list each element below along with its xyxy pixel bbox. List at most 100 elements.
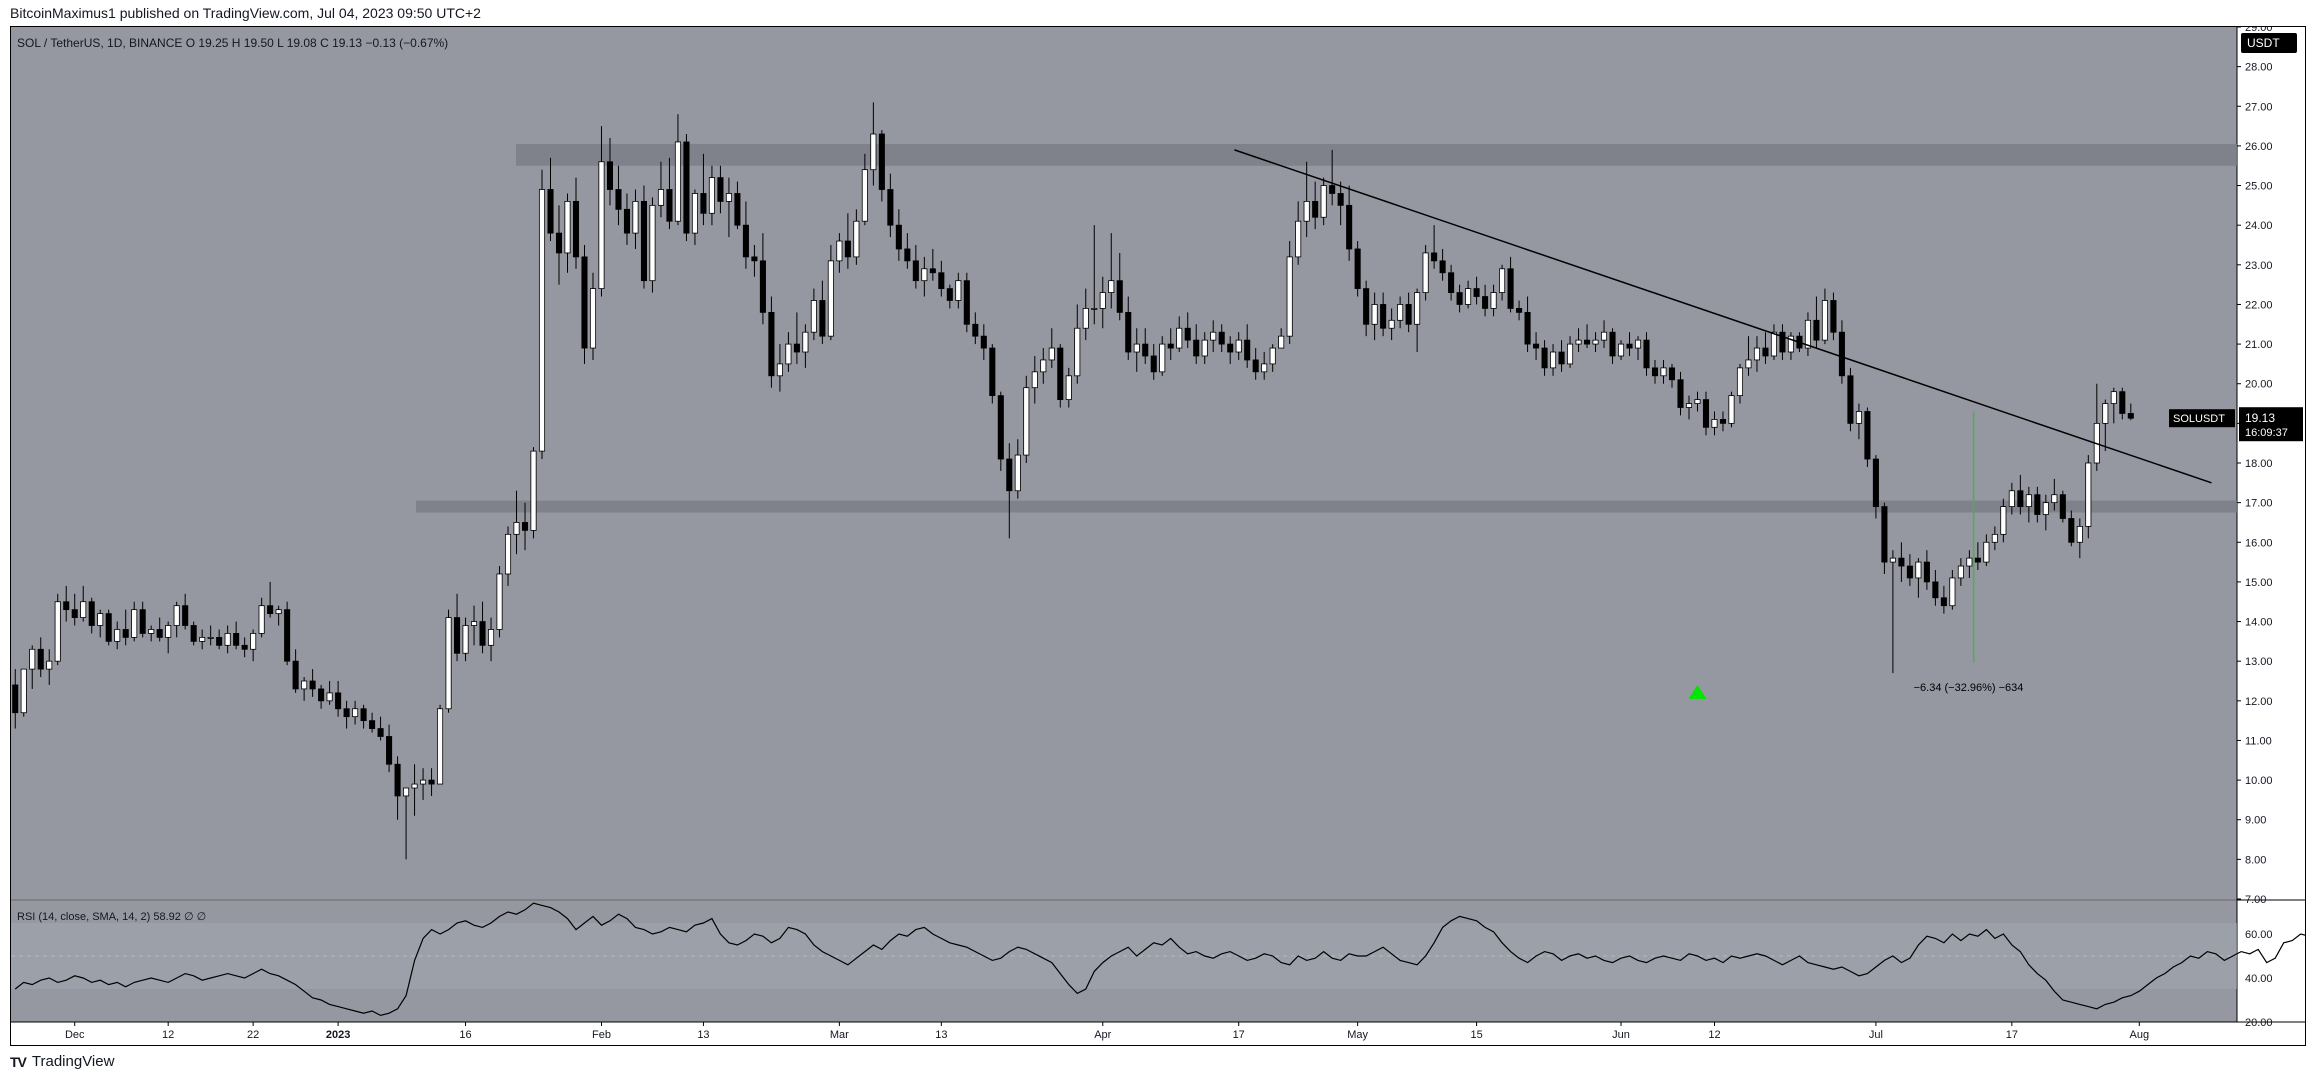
candle-down [1906, 565, 1913, 579]
price-tick-label: 13.00 [2245, 656, 2273, 668]
legend-chg: −0.13 (−0.67%) [365, 36, 448, 50]
candle-up [1821, 300, 1828, 341]
last-price-badge [2239, 407, 2303, 442]
price-tick-label: 24.00 [2245, 220, 2273, 232]
candle-up [1966, 557, 1973, 567]
candle-up [2076, 526, 2083, 543]
candle-up [437, 708, 444, 785]
chart-frame: −6.34 (−32.96%) −634 29.00 28.00 27.00 26.00… [10, 26, 2306, 1046]
candle-down [1482, 296, 1489, 309]
candle-up [1295, 220, 1302, 258]
candle-down [1405, 304, 1412, 325]
footer-brand[interactable]: TradingView [31, 1053, 115, 1070]
buy-signal-arrow-icon [1688, 684, 1707, 699]
legend-o: O 19.25 [186, 36, 232, 50]
candle-down [972, 323, 979, 337]
time-tick-label: Apr [1094, 1029, 1111, 1041]
candle-up [250, 633, 257, 650]
candle-down [1940, 597, 1947, 607]
candle-down [1006, 458, 1013, 492]
candle-up [1575, 339, 1582, 345]
price-tick-label: 26.00 [2245, 141, 2273, 153]
candle-up [165, 625, 172, 638]
candle-down [887, 189, 894, 226]
candle-up [1303, 200, 1310, 222]
candle-up [224, 633, 231, 646]
price-tick-label: 14.00 [2245, 617, 2273, 629]
candle-up [2051, 494, 2058, 504]
candle-down [1779, 331, 1786, 353]
candle-down [980, 335, 987, 349]
candle-up [955, 280, 962, 301]
candle-down [1456, 292, 1463, 305]
candle-down [454, 617, 461, 654]
candle-down [1150, 355, 1157, 373]
candle-up [1787, 335, 1794, 353]
candle-down [267, 605, 274, 615]
candle-up [207, 637, 214, 639]
candle-down [1898, 557, 1905, 567]
candle-up [1694, 399, 1701, 404]
candle-down [1184, 327, 1191, 341]
candle-up [836, 240, 843, 262]
candle-up [1108, 280, 1115, 293]
candle-up [2102, 403, 2109, 424]
price-tick-label: 23.00 [2245, 260, 2273, 272]
candle-down [2068, 518, 2075, 543]
candle-up [420, 779, 427, 785]
candle-down [233, 633, 240, 646]
candle-down [1643, 339, 1650, 369]
tradingview-logo-icon[interactable]: TV [10, 1054, 27, 1070]
horizontal-zone [416, 500, 2237, 513]
candle-up [513, 522, 520, 535]
candle-up [1074, 327, 1081, 377]
time-tick-label: Feb [592, 1029, 611, 1041]
price-tick-label: 17.00 [2245, 498, 2273, 510]
candle-down [555, 232, 563, 254]
currency-label: USDT [2247, 36, 2280, 50]
time-tick-label: 12 [1708, 1029, 1720, 1041]
candle-up [1915, 561, 1922, 579]
time-tick-label: Jun [1612, 1029, 1630, 1041]
candle-up [1949, 577, 1956, 607]
time-tick-label: 13 [697, 1029, 709, 1041]
candle-down [1252, 359, 1259, 373]
candle-up [1804, 319, 1811, 349]
measure-label: −6.34 (−32.96%) −634 [1914, 682, 2024, 694]
candle-up [20, 668, 27, 714]
candle-down [2119, 391, 2126, 414]
candle-up [496, 573, 503, 630]
candle-down [768, 311, 775, 377]
candle-up [1567, 343, 1574, 365]
candle-down [1864, 411, 1871, 460]
candle-up [564, 200, 571, 254]
candle-down [284, 609, 291, 662]
price-tick-label: 7.00 [2245, 894, 2266, 906]
countdown-value: 16:09:37 [2245, 427, 2288, 439]
candle-up [598, 161, 605, 290]
candle-down [335, 692, 342, 710]
candle-up [488, 629, 495, 646]
chart-canvas[interactable]: −6.34 (−32.96%) −634 29.00 28.00 27.00 26.00… [11, 27, 2305, 1045]
candle-up [1490, 292, 1497, 309]
candle-up [1371, 304, 1378, 325]
candle-up [853, 220, 860, 258]
rsi-legend-e1: ∅ [184, 911, 197, 923]
price-tick-label: 28.00 [2245, 62, 2273, 74]
candle-up [1048, 347, 1055, 361]
price-tick-label: 18.00 [2245, 458, 2273, 470]
candle-up [1210, 331, 1217, 341]
price-tick-label: 29.00 [2245, 27, 2273, 34]
candle-down [1651, 367, 1659, 377]
candle-up [1082, 308, 1089, 329]
candle-down [717, 177, 724, 202]
time-tick-label: 16 [459, 1029, 471, 1041]
candle-down [1923, 561, 1930, 583]
descending-trendline [1234, 149, 2212, 484]
candle-down [963, 280, 970, 325]
candle-down [63, 601, 70, 611]
candle-up [131, 609, 138, 638]
candle-down [1116, 280, 1123, 313]
candle-down [88, 601, 95, 626]
time-tick-label: 17 [2006, 1029, 2018, 1041]
